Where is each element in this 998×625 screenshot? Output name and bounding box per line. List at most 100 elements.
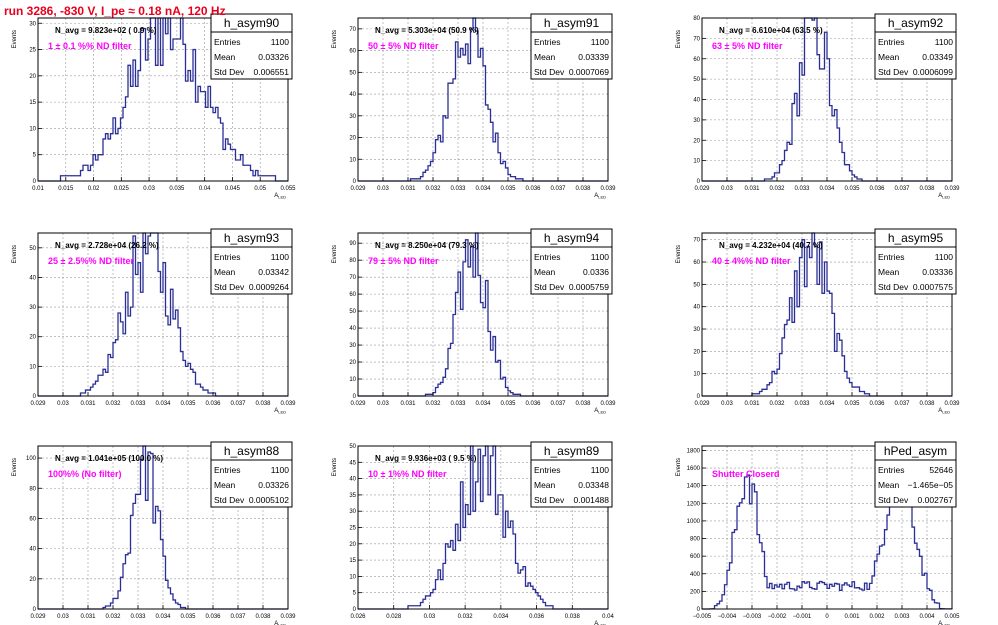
histogram-name: h_asym90 (224, 16, 280, 30)
y-tick-label: 10 (693, 159, 700, 165)
y-tick-label: 1600 (687, 466, 701, 472)
x-tick-label: 0.029 (694, 401, 710, 407)
x-axis-label: ALED (594, 621, 606, 625)
navg-label: N_avg = 2.728e+04 (26.2 %) (55, 241, 159, 250)
x-tick-label: 0.03 (143, 186, 155, 192)
x-tick-label: 0.038 (919, 186, 935, 192)
x-tick-label: 0.033 (450, 186, 466, 192)
stats-key: Entries (878, 37, 904, 47)
panel-h_asym93: 0.029 0.03 0.031 0.032 0.033 0.034 0.035 0.036 0… (12, 228, 296, 415)
filter-annotation: 1 ± 0.1 %% ND filter (48, 41, 132, 51)
filter-annotation: 63 ± 5% ND filter (712, 41, 783, 51)
histogram-name: h_asym94 (544, 231, 600, 245)
x-tick-label: 0.033 (130, 614, 146, 620)
x-tick-label: 0.036 (525, 401, 541, 407)
x-tick-label: 0.031 (744, 186, 760, 192)
y-axis-label: Events (332, 245, 338, 263)
y-axis-label: Events (332, 30, 338, 48)
y-tick-label: 70 (349, 275, 356, 281)
y-tick-label: 40 (349, 326, 356, 332)
stats-key: Mean (878, 480, 900, 490)
x-tick-label: 0.03 (377, 186, 389, 192)
y-tick-label: 35 (349, 493, 356, 499)
x-tick-label: 0.001 (844, 614, 860, 620)
x-tick-label: 0.031 (80, 401, 96, 407)
y-tick-label: 60 (29, 516, 36, 522)
navg-label: N_avg = 1.041e+05 (100.0 %) (55, 454, 163, 463)
x-tick-label: 0.02 (88, 186, 100, 192)
y-tick-label: 60 (349, 292, 356, 298)
y-tick-label: 40 (29, 275, 36, 281)
navg-label: N_avg = 4.232e+04 (40.7 %) (719, 241, 823, 250)
y-tick-label: 0 (353, 394, 357, 400)
y-tick-label: 80 (693, 16, 700, 22)
stats-value: 52646 (929, 465, 953, 475)
y-tick-label: 20 (349, 136, 356, 142)
stats-key: Entries (534, 37, 560, 47)
x-tick-label: −0.004 (718, 614, 737, 620)
stats-box (210, 246, 293, 295)
x-axis-label: ALED (274, 408, 286, 415)
y-tick-label: 5 (33, 153, 37, 159)
x-tick-label: 0.039 (600, 186, 616, 192)
x-tick-label: 0.036 (869, 186, 885, 192)
y-axis-label: Events (332, 458, 338, 476)
y-tick-label: 100 (26, 456, 37, 462)
histogram-name: h_asym93 (224, 231, 280, 245)
x-tick-label: 0.039 (600, 401, 616, 407)
x-tick-label: 0.025 (114, 186, 130, 192)
y-tick-label: 10 (693, 372, 700, 378)
y-tick-label: 50 (349, 444, 356, 450)
stats-value: 0.0007069 (569, 67, 609, 77)
stats-key: Std Dev (214, 67, 245, 77)
stats-value: 1100 (935, 252, 954, 262)
stats-box (210, 459, 293, 508)
stats-value: 0.0007575 (913, 282, 953, 292)
y-tick-label: 15 (349, 558, 356, 564)
x-tick-label: 0.032 (458, 614, 474, 620)
filter-annotation: 10 ± 1%% ND filter (368, 469, 447, 479)
stats-key: Mean (878, 267, 900, 277)
histogram-name: hPed_asym (884, 444, 947, 458)
stats-key: Mean (878, 52, 900, 62)
y-tick-label: 80 (29, 486, 36, 492)
x-tick-label: 0.032 (425, 186, 441, 192)
x-tick-label: 0.034 (819, 401, 835, 407)
y-tick-label: 10 (349, 377, 356, 383)
stats-box (874, 459, 957, 508)
x-tick-label: 0.031 (744, 401, 760, 407)
x-tick-label: 0.038 (575, 401, 591, 407)
x-tick-label: 0.035 (500, 186, 516, 192)
navg-label: N_avg = 5.303e+04 (50.9 %) (375, 26, 479, 35)
y-tick-label: 200 (690, 589, 701, 595)
y-tick-label: 20 (349, 542, 356, 548)
x-tick-label: 0.037 (550, 186, 566, 192)
x-tick-label: 0.035 (180, 401, 196, 407)
stats-value: 1100 (935, 37, 954, 47)
panel-h_asym91: 0.029 0.03 0.031 0.032 0.033 0.034 0.035 0.036 0… (332, 13, 616, 200)
navg-label: N_avg = 6.610e+04 (63.5 %) (719, 26, 823, 35)
x-tick-label: 0.037 (550, 401, 566, 407)
stats-value: 0.006551 (254, 67, 290, 77)
stats-key: Std Dev (534, 282, 565, 292)
histogram-name: h_asym88 (224, 444, 280, 458)
y-tick-label: 400 (690, 572, 701, 578)
x-tick-label: 0.039 (280, 401, 296, 407)
y-tick-label: 1000 (687, 519, 701, 525)
y-tick-label: 50 (349, 70, 356, 76)
stats-key: Mean (214, 52, 236, 62)
stats-key: Mean (534, 267, 556, 277)
y-tick-label: 90 (349, 241, 356, 247)
stats-value: 0.03326 (258, 52, 289, 62)
panel-h_asym90: 0.01 0.015 0.02 0.025 0.03 0.035 0.04 0.045 0.05… (12, 13, 296, 200)
x-tick-label: 0.03 (721, 401, 733, 407)
histogram-name: h_asym92 (888, 16, 944, 30)
y-tick-label: 1800 (687, 448, 701, 454)
x-tick-label: 0.034 (819, 186, 835, 192)
y-tick-label: 70 (693, 238, 700, 244)
filter-annotation: 79 ± 5% ND filter (368, 256, 439, 266)
stats-value: 1100 (591, 252, 610, 262)
y-tick-label: 50 (693, 77, 700, 83)
y-tick-label: 0 (353, 179, 357, 185)
stats-value: 0.03336 (922, 267, 953, 277)
